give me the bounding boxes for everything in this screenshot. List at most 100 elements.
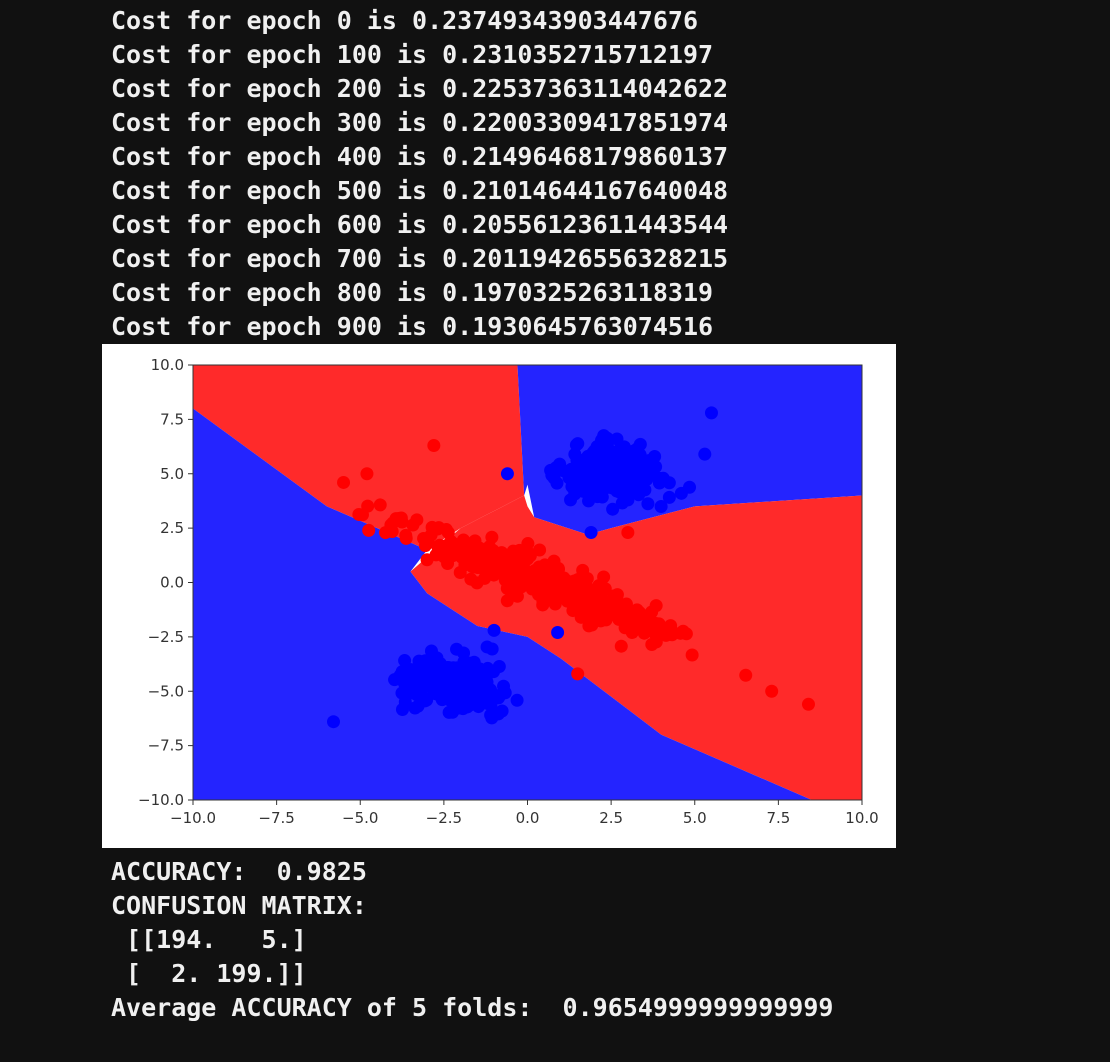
scatter-point-blue <box>442 705 456 719</box>
scatter-point-blue <box>599 461 613 475</box>
y-tick-label: −7.5 <box>148 737 184 755</box>
x-tick-label: −5.0 <box>342 809 378 827</box>
scatter-point-red <box>676 624 690 638</box>
scatter-point-red <box>614 639 628 653</box>
scatter-point-blue <box>606 502 620 516</box>
scatter-point-blue <box>633 437 647 451</box>
scatter-point-blue <box>450 691 464 705</box>
scatter-point-red <box>441 525 455 539</box>
y-tick-label: −5.0 <box>148 682 184 700</box>
y-tick-label: 5.0 <box>160 465 184 483</box>
log-line: Cost for epoch 100 is 0.2310352715712197 <box>111 40 714 69</box>
scatter-point-red <box>641 622 655 636</box>
scatter-point-red <box>462 554 476 568</box>
scatter-point-red <box>538 574 552 588</box>
decision-region-blue <box>193 408 812 800</box>
average-accuracy-line: Average ACCURACY of 5 folds: 0.965499999… <box>111 993 834 1022</box>
plot-svg: −10.0 −7.5 −5.0 −2.5 0.0 2.5 5.0 7.5 10.0 10.0 7.5… <box>138 356 879 827</box>
y-tick-label: 7.5 <box>160 410 184 428</box>
scatter-point-blue <box>603 446 617 460</box>
log-line: Cost for epoch 700 is 0.2011942655632821… <box>111 244 729 273</box>
scatter-point-blue <box>656 471 670 485</box>
confusion-matrix-row: [ 2. 199.]] <box>111 959 307 988</box>
scatter-point-blue <box>450 681 464 695</box>
scatter-point-blue <box>480 640 494 654</box>
scatter-point-red <box>555 580 569 594</box>
scatter-point-red <box>661 626 675 640</box>
scatter-point-red <box>477 547 491 561</box>
scatter-point-blue <box>595 490 609 504</box>
decision-boundary-plot: −10.0 −7.5 −5.0 −2.5 0.0 2.5 5.0 7.5 10.0 10.0 7.5… <box>102 344 896 848</box>
scatter-point-red <box>519 563 533 577</box>
scatter-point-blue <box>458 700 472 714</box>
scatter-point-blue <box>437 683 451 697</box>
x-tick-label: −7.5 <box>258 809 294 827</box>
scatter-point-red <box>533 543 547 557</box>
scatter-point-red <box>582 619 596 633</box>
y-tick-label: 0.0 <box>160 574 184 592</box>
scatter-point-red <box>425 520 439 534</box>
scatter-point-blue <box>704 406 718 420</box>
scatter-point-blue <box>640 472 654 486</box>
scatter-point-blue <box>404 663 418 677</box>
x-tick-label: 7.5 <box>766 809 790 827</box>
decision-region-red <box>193 365 525 550</box>
accuracy-line: ACCURACY: 0.9825 <box>111 857 367 886</box>
scatter-point-blue <box>641 497 655 511</box>
scatter-point-blue <box>404 680 418 694</box>
scatter-point-red <box>389 512 403 526</box>
axis-ticks: −10.0 −7.5 −5.0 −2.5 0.0 2.5 5.0 7.5 10.0 10.0 7.5… <box>138 356 879 827</box>
scatter-point-blue <box>395 686 409 700</box>
scatter-point-blue <box>662 490 676 504</box>
scatter-point-red <box>580 587 594 601</box>
scatter-point-red <box>624 607 638 621</box>
scatter-point-red <box>360 467 374 481</box>
scatter-point-red <box>685 648 699 662</box>
scatter-point-red <box>456 533 470 547</box>
scatter-point-red <box>594 581 608 595</box>
log-line: Cost for epoch 800 is 0.1970325263118319 <box>111 278 714 307</box>
scatter-point-red <box>337 475 351 489</box>
scatter-point-red <box>542 584 556 598</box>
scatter-point-blue <box>510 693 524 707</box>
x-tick-label: 0.0 <box>516 809 540 827</box>
x-tick-label: −2.5 <box>426 809 462 827</box>
scatter-point-red <box>464 572 478 586</box>
scatter-point-blue <box>654 500 668 514</box>
log-line: Cost for epoch 400 is 0.2149646817986013… <box>111 142 729 171</box>
scatter-point-blue <box>600 431 614 445</box>
scatter-point-blue <box>326 715 340 729</box>
scatter-point-blue <box>698 447 712 461</box>
scatter-point-red <box>427 438 441 452</box>
scatter-point-red <box>410 513 424 527</box>
scatter-point-blue <box>603 477 617 491</box>
scatter-point-red <box>581 603 595 617</box>
scatter-point-blue <box>500 467 514 481</box>
log-line: Cost for epoch 200 is 0.2253736311404262… <box>111 74 729 103</box>
scatter-point-blue <box>408 701 422 715</box>
scatter-point-blue <box>569 438 583 452</box>
scatter-point-red <box>373 498 387 512</box>
scatter-point-red <box>516 546 530 560</box>
scatter-point-red <box>487 568 501 582</box>
scatter-point-red <box>739 668 753 682</box>
scatter-point-blue <box>648 449 662 463</box>
scatter-point-red <box>485 555 499 569</box>
scatter-point-red <box>362 523 376 537</box>
y-tick-label: −2.5 <box>148 628 184 646</box>
y-tick-label: −10.0 <box>138 791 184 809</box>
confusion-matrix-row: [[194. 5.] <box>111 925 307 954</box>
x-tick-label: 10.0 <box>845 809 878 827</box>
scatter-point-blue <box>589 456 603 470</box>
scatter-point-red <box>399 528 413 542</box>
scatter-point-blue <box>388 673 402 687</box>
scatter-point-blue <box>612 462 626 476</box>
log-line: Cost for epoch 0 is 0.23749343903447676 <box>111 6 698 35</box>
scatter-point-blue <box>621 493 635 507</box>
scatter-point-blue <box>545 468 559 482</box>
scatter-point-red <box>417 532 431 546</box>
scatter-point-blue <box>457 646 471 660</box>
scatter-point-red <box>500 594 514 608</box>
scatter-point-red <box>610 588 624 602</box>
scatter-point-blue <box>484 698 498 712</box>
